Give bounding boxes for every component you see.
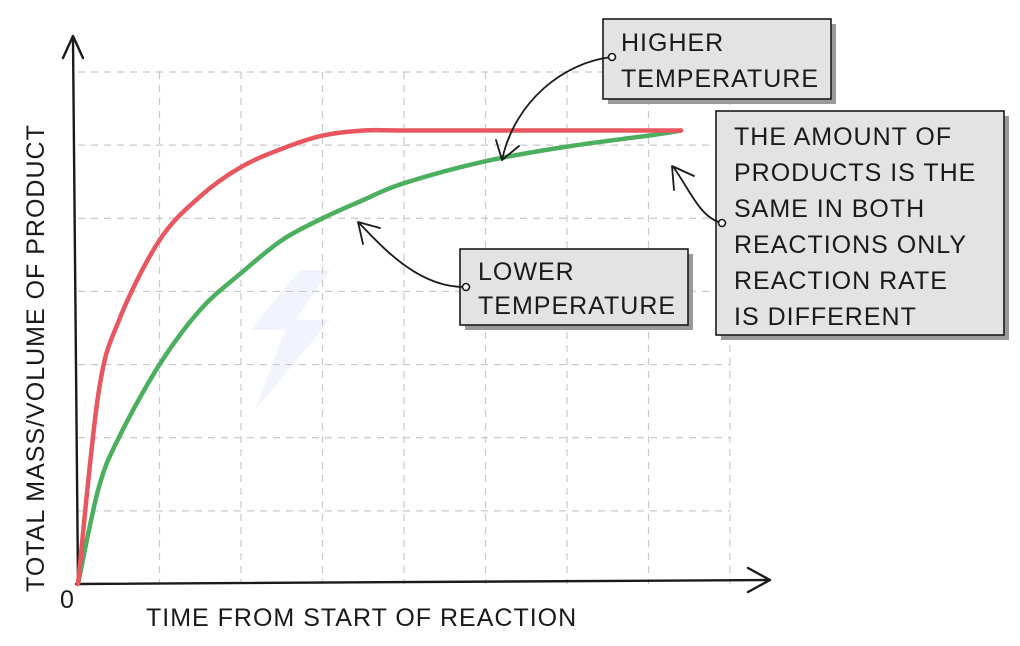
callout-higher-arrow — [501, 56, 613, 161]
y-axis-label: TOTAL MASS/VOLUME OF PRODUCT — [22, 124, 50, 592]
callout-same-box — [715, 110, 1005, 336]
y-axis-arrowhead — [61, 34, 85, 60]
origin-label: 0 — [60, 586, 75, 614]
callout-higher-temperature: HIGHER TEMPERATURE — [495, 18, 836, 161]
y-axis — [71, 38, 80, 586]
callout-lower-line-1: LOWER — [478, 258, 575, 286]
callout-lower-line-2: TEMPERATURE — [478, 292, 676, 320]
callout-higher-dot — [607, 52, 617, 62]
series-lower-temperature-line — [75, 128, 684, 587]
callout-same-dot — [717, 218, 727, 228]
callout-higher-box — [602, 18, 832, 100]
callout-same-line-1: THE AMOUNT OF — [734, 123, 952, 151]
callout-higher-line-1: HIGHER — [621, 29, 724, 57]
callout-same-line-6: IS DIFFERENT — [734, 303, 917, 331]
callout-lower-box — [459, 248, 689, 326]
x-axis-label: TIME FROM START OF REACTION — [146, 604, 577, 632]
axes — [61, 34, 772, 594]
callout-lower-arrowhead — [357, 221, 381, 245]
callout-higher-line-2: TEMPERATURE — [621, 65, 819, 93]
curves — [75, 127, 684, 587]
callout-lower-dot — [461, 282, 471, 292]
callout-same-arrow — [673, 167, 723, 224]
grid — [78, 71, 731, 584]
callout-same-amount: THE AMOUNT OF PRODUCTS IS THE SAME IN BO… — [671, 110, 1009, 340]
callout-same-line-2: PRODUCTS IS THE — [734, 159, 976, 187]
callout-lower-arrow — [359, 223, 467, 288]
callout-same-arrowhead — [671, 165, 695, 191]
series-higher-temperature-line — [75, 127, 684, 587]
callout-same-line-4: REACTIONS ONLY — [734, 231, 967, 259]
watermark-logo — [250, 270, 330, 410]
callout-lower-temperature: LOWER TEMPERATURE — [357, 221, 693, 330]
callout-same-line-5: REACTION RATE — [734, 267, 948, 295]
x-axis-arrowhead — [746, 566, 772, 594]
callout-higher-arrowhead — [495, 139, 520, 161]
callout-same-line-3: SAME IN BOTH — [734, 195, 925, 223]
x-axis — [74, 578, 770, 586]
